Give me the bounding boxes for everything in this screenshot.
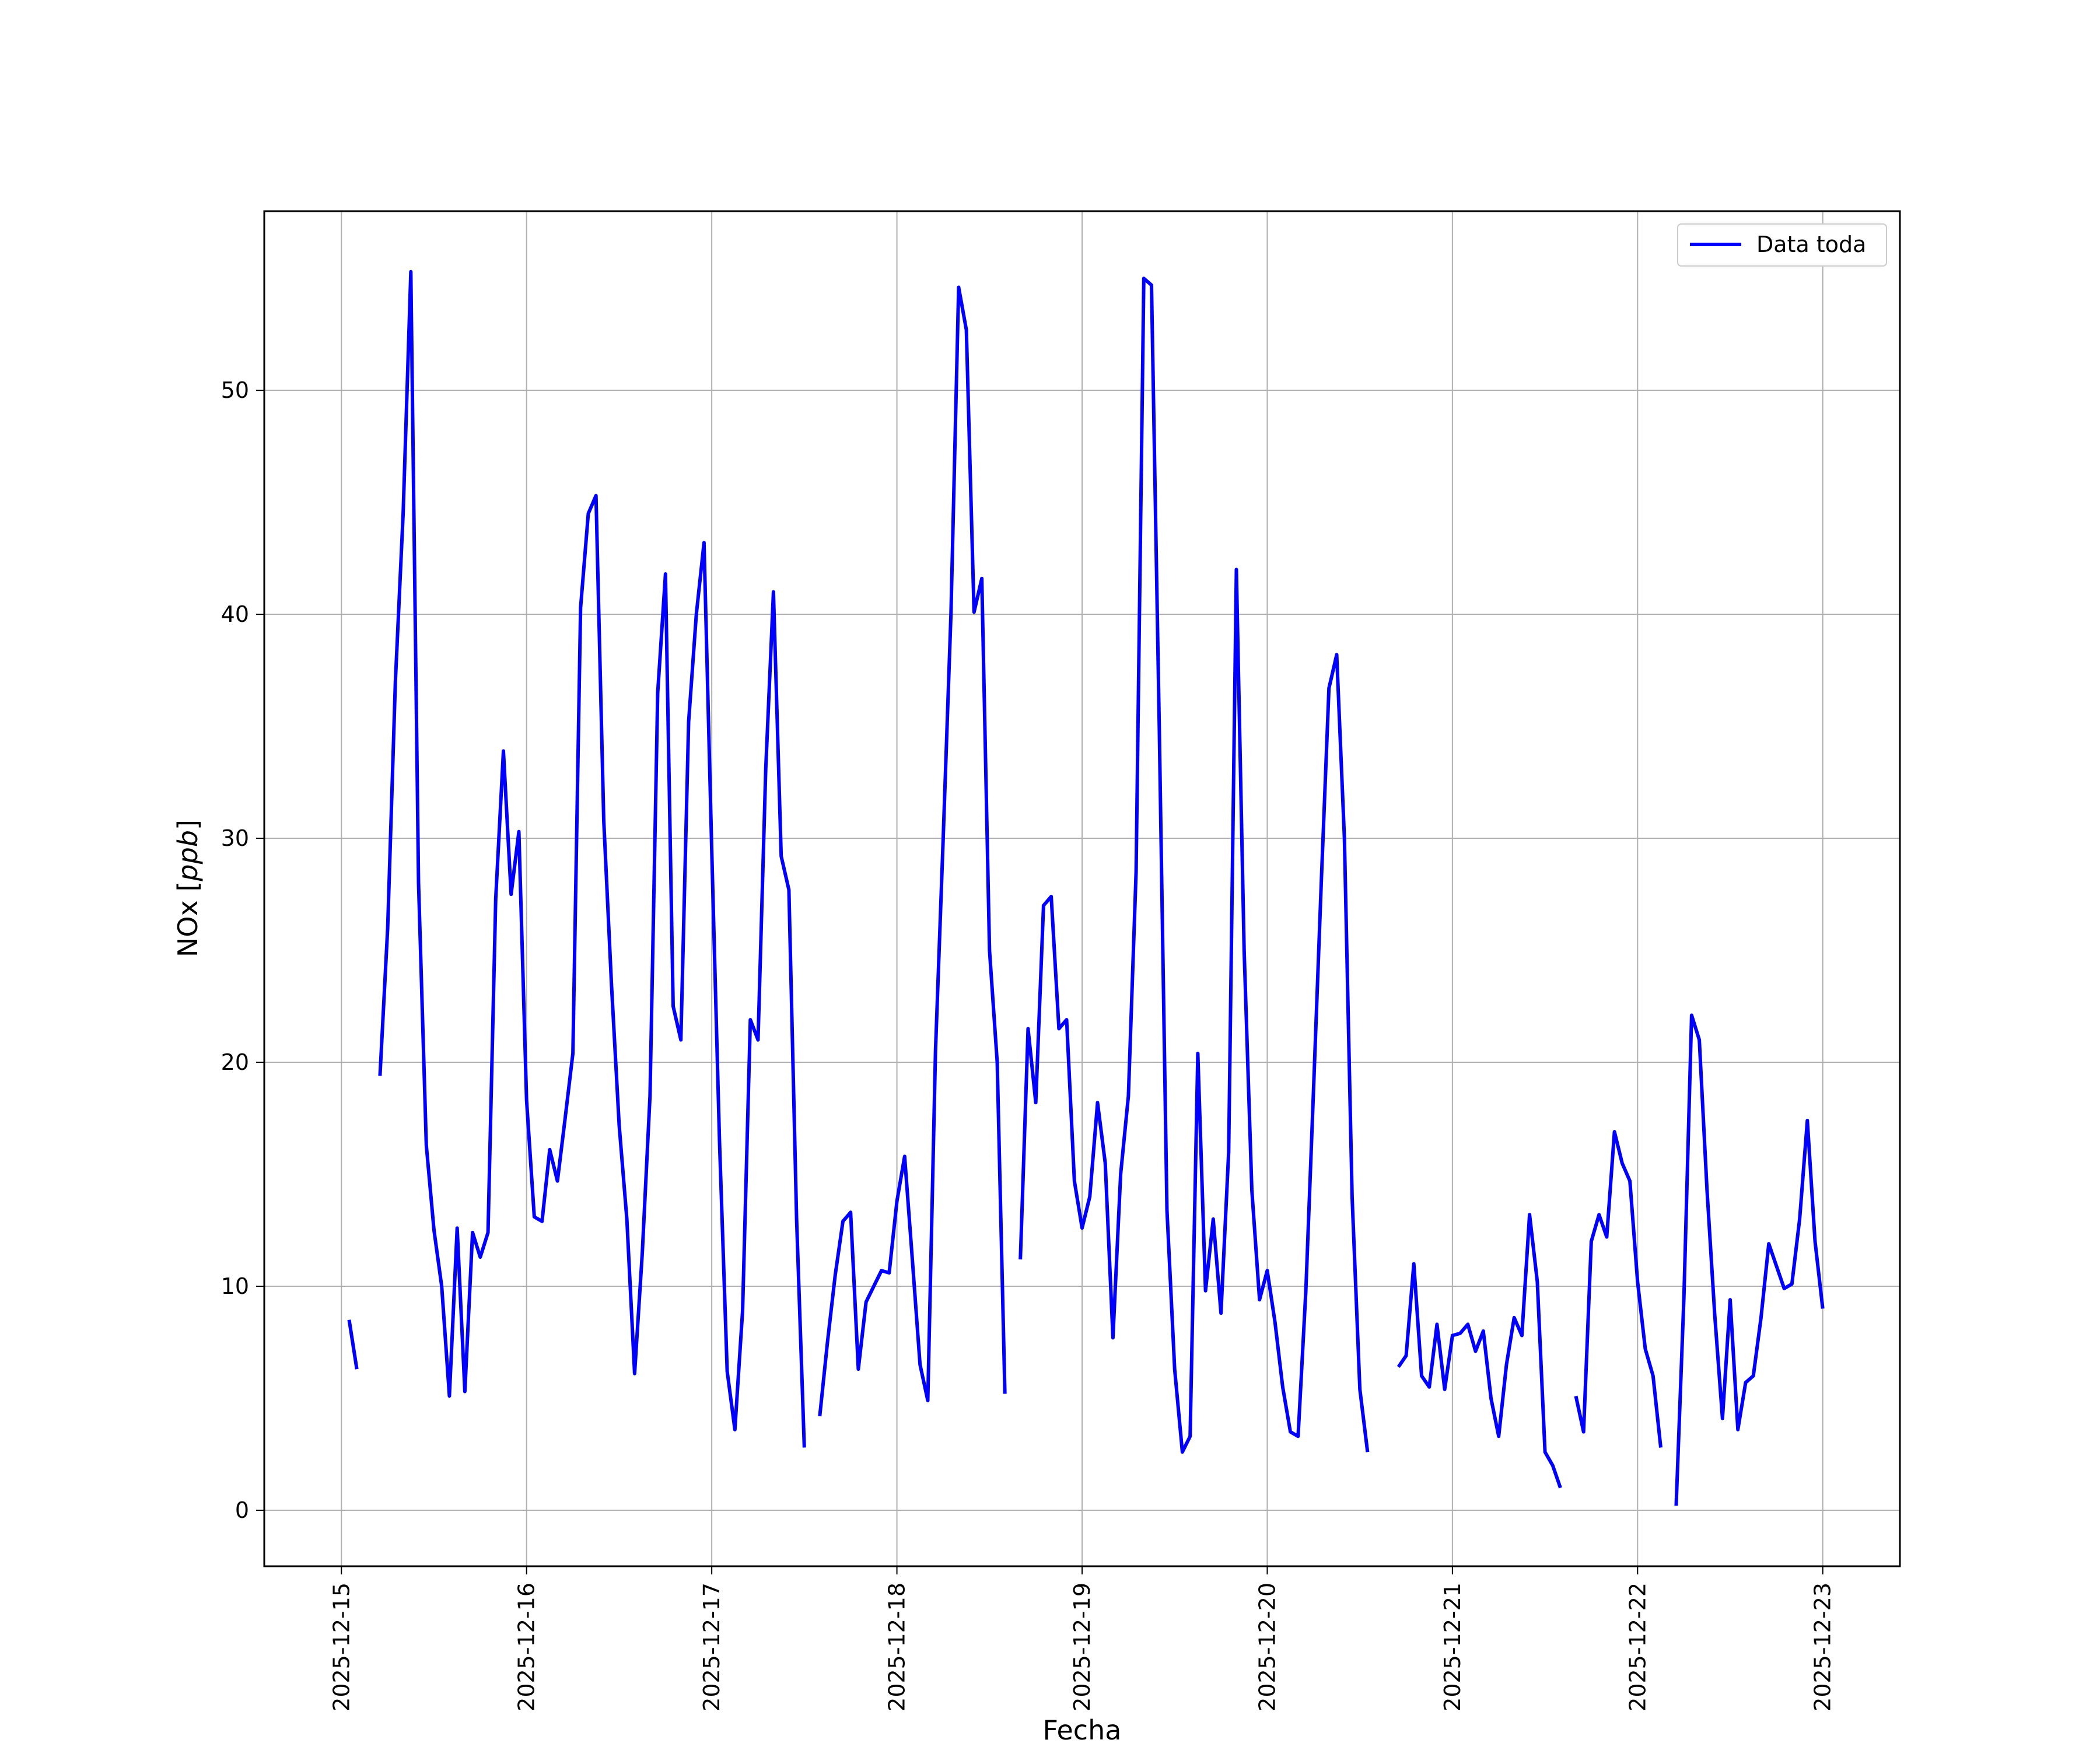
series-line-segment	[1019, 276, 1370, 1454]
series-line-segment	[1574, 1130, 1662, 1448]
x-tick-label: 2025-12-21	[1440, 1583, 1465, 1712]
x-tick-label: 2025-12-22	[1625, 1583, 1650, 1712]
x-tick-label: 2025-12-23	[1810, 1583, 1836, 1712]
grid-lines	[264, 211, 1900, 1566]
y-tick-label: 20	[221, 1049, 249, 1075]
y-axis-label-text: NOx [	[172, 881, 204, 957]
y-tick-label: 30	[221, 825, 249, 851]
legend-box	[1677, 223, 1887, 267]
series-line-segment	[1674, 1013, 1825, 1506]
legend-label: Data toda	[1756, 232, 1866, 257]
x-axis-label: Fecha	[1043, 1714, 1122, 1746]
series-line-segment	[378, 270, 806, 1448]
y-tick-label: 10	[221, 1273, 249, 1299]
y-tick-label: 50	[221, 377, 249, 403]
x-tick-label: 2025-12-15	[328, 1583, 354, 1712]
x-tick-label: 2025-12-20	[1254, 1583, 1280, 1712]
y-axis-ticks: 0 10 20 30 40 50	[221, 377, 264, 1523]
series-line-segment	[347, 1320, 359, 1370]
series-lines	[347, 270, 1825, 1506]
y-tick-label: 0	[235, 1497, 249, 1523]
y-axis-label: NOx [ppb]	[172, 820, 204, 957]
series-line-segment	[1396, 1213, 1562, 1489]
y-tick-label: 40	[221, 601, 249, 627]
x-tick-label: 2025-12-17	[699, 1583, 724, 1712]
x-tick-label: 2025-12-19	[1069, 1583, 1095, 1712]
y-axis-label-close: ]	[172, 820, 204, 830]
y-axis-label-unit: ppb	[172, 830, 204, 882]
series-line-segment	[818, 285, 1007, 1417]
legend: Data toda	[1677, 223, 1887, 267]
x-axis-ticks: 2025-12-15 2025-12-16 2025-12-17 2025-12-18…	[328, 1566, 1836, 1712]
x-tick-label: 2025-12-16	[514, 1583, 540, 1712]
x-tick-label: 2025-12-18	[884, 1583, 910, 1712]
